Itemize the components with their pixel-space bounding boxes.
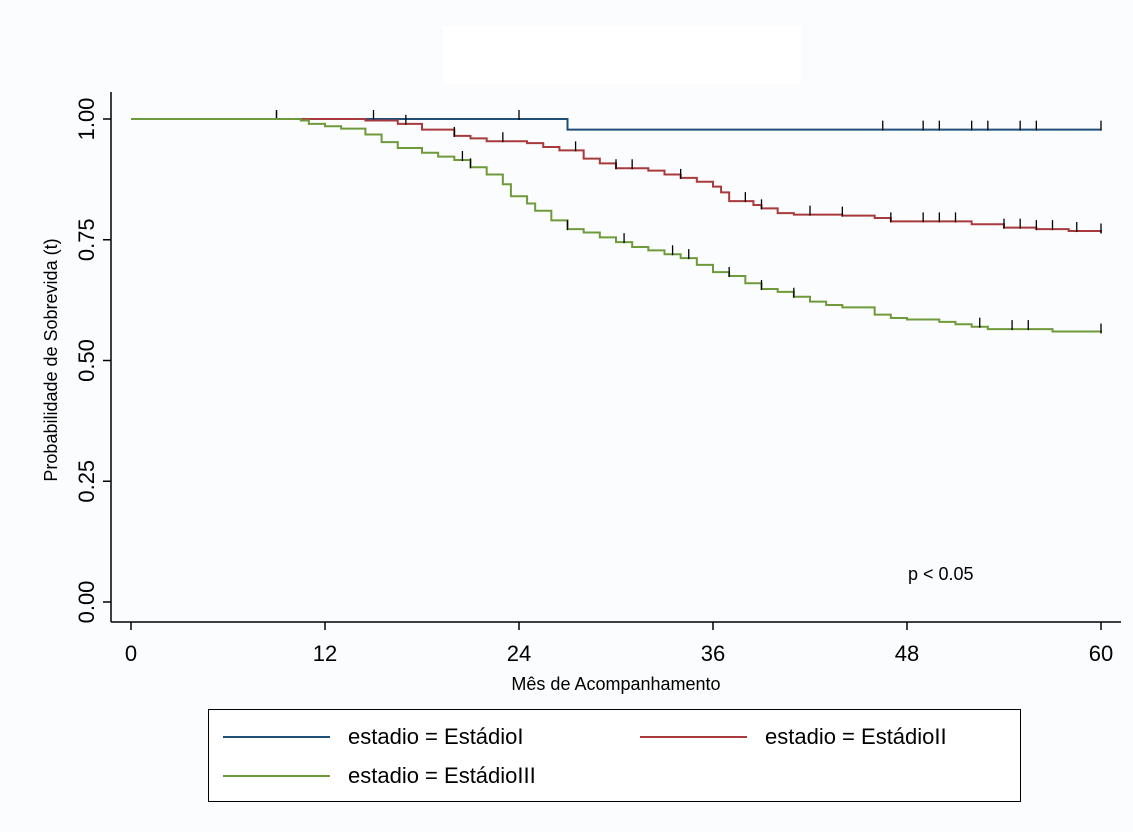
axes — [110, 92, 1121, 623]
series-layer — [131, 110, 1102, 334]
survival-curve — [131, 118, 1101, 131]
legend-label-estadio-iii: estadio = EstádioIII — [348, 763, 536, 788]
x-tick-label: 60 — [1089, 641, 1113, 666]
x-ticks: 0 12 24 36 48 60 — [125, 622, 1113, 666]
series-3 — [131, 118, 1102, 334]
legend-label-estadio-ii: estadio = EstádioII — [765, 724, 947, 749]
y-ticks: 0.00 0.25 0.50 0.75 1.00 — [74, 98, 111, 624]
legend-item-estadio-ii: estadio = EstádioII — [640, 724, 947, 750]
legend: estadio = EstádioI estadio = EstádioII e… — [208, 709, 1021, 802]
x-tick-label: 36 — [701, 641, 725, 666]
legend-swatch-estadio-iii — [223, 775, 330, 777]
x-axis-label: Mês de Acompanhamento — [511, 674, 720, 694]
y-tick-label: 0.00 — [74, 581, 99, 624]
y-tick-label: 0.25 — [74, 460, 99, 503]
legend-item-estadio-iii: estadio = EstádioIII — [223, 763, 536, 789]
survival-curve — [131, 118, 1102, 333]
x-tick-label: 24 — [507, 641, 531, 666]
x-tick-label: 48 — [895, 641, 919, 666]
y-axis-label: Probabilidade de Sobrevida (t) — [41, 238, 61, 481]
x-tick-label: 12 — [313, 641, 337, 666]
y-tick-label: 1.00 — [74, 98, 99, 141]
series-2 — [131, 110, 1102, 234]
legend-item-estadio-i: estadio = EstádioI — [223, 724, 524, 750]
y-tick-label: 0.50 — [74, 339, 99, 382]
x-tick-label: 0 — [125, 641, 137, 666]
legend-swatch-estadio-i — [223, 736, 330, 738]
p-value-annotation: p < 0.05 — [908, 564, 974, 584]
y-tick-label: 0.75 — [74, 218, 99, 261]
legend-swatch-estadio-ii — [640, 736, 747, 738]
title-area — [443, 26, 801, 84]
legend-label-estadio-i: estadio = EstádioI — [348, 724, 524, 749]
